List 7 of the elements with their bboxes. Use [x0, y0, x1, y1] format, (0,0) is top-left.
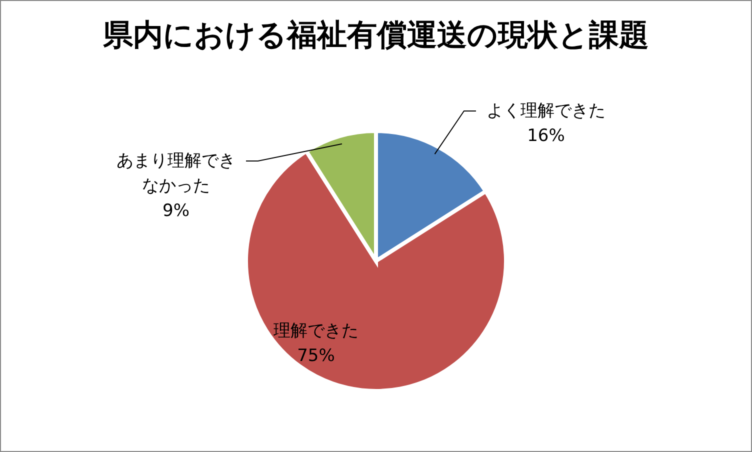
chart-title: 県内における福祉有償運送の現状と課題 [102, 17, 650, 55]
slice-label: 理解できた [274, 321, 358, 341]
data-label: 75% [297, 346, 335, 366]
data-label: 9% [162, 201, 190, 221]
slice-label: よく理解できた [486, 101, 606, 121]
slice-label: あまり理解できなかった [116, 151, 236, 196]
data-label: 16% [527, 126, 565, 146]
